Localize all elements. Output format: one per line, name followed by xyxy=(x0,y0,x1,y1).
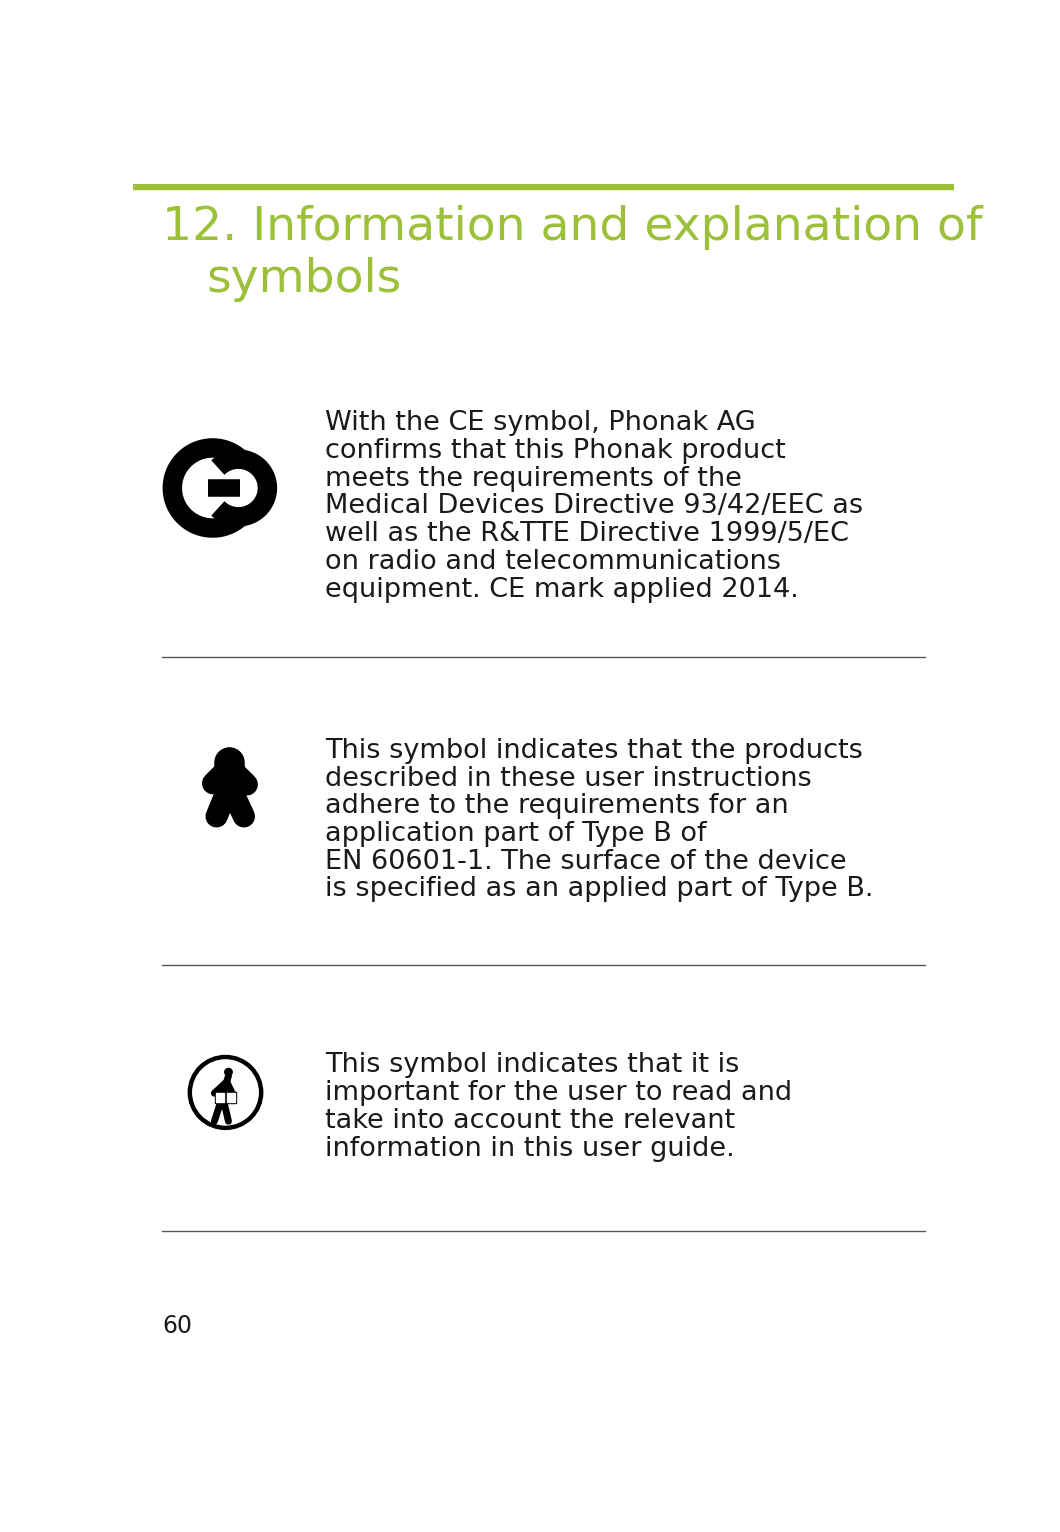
Circle shape xyxy=(223,748,235,761)
Text: information in this user guide.: information in this user guide. xyxy=(324,1135,735,1161)
Circle shape xyxy=(193,1060,259,1124)
Text: equipment. CE mark applied 2014.: equipment. CE mark applied 2014. xyxy=(324,576,798,602)
Text: With the CE symbol, Phonak AG: With the CE symbol, Phonak AG xyxy=(324,411,756,437)
Text: Medical Devices Directive 93/42/EEC as: Medical Devices Directive 93/42/EEC as xyxy=(324,493,863,519)
Text: take into account the relevant: take into account the relevant xyxy=(324,1108,735,1134)
Text: described in these user instructions: described in these user instructions xyxy=(324,766,812,792)
Text: confirms that this Phonak product: confirms that this Phonak product xyxy=(324,438,785,464)
Bar xyxy=(132,184,954,190)
Text: This symbol indicates that the products: This symbol indicates that the products xyxy=(324,738,863,764)
Circle shape xyxy=(189,1056,263,1129)
Text: symbols: symbols xyxy=(206,257,402,302)
Text: important for the user to read and: important for the user to read and xyxy=(324,1080,792,1106)
Circle shape xyxy=(225,1068,232,1075)
Text: meets the requirements of the: meets the requirements of the xyxy=(324,466,742,492)
Text: This symbol indicates that it is: This symbol indicates that it is xyxy=(324,1052,739,1079)
Bar xyxy=(227,1094,235,1102)
Bar xyxy=(215,1092,225,1103)
Text: adhere to the requirements for an: adhere to the requirements for an xyxy=(324,794,789,820)
Bar xyxy=(216,1094,225,1102)
Text: 12. Information and explanation of: 12. Information and explanation of xyxy=(162,205,983,250)
Text: is specified as an applied part of Type B.: is specified as an applied part of Type … xyxy=(324,876,873,902)
Text: application part of Type B of: application part of Type B of xyxy=(324,821,706,847)
Text: EN 60601-1. The surface of the device: EN 60601-1. The surface of the device xyxy=(324,849,846,875)
Text: 60: 60 xyxy=(162,1314,192,1337)
Text: well as the R&TTE Directive 1999/5/EC: well as the R&TTE Directive 1999/5/EC xyxy=(324,521,849,547)
Text: on radio and telecommunications: on radio and telecommunications xyxy=(324,548,781,574)
Bar xyxy=(226,1092,236,1103)
